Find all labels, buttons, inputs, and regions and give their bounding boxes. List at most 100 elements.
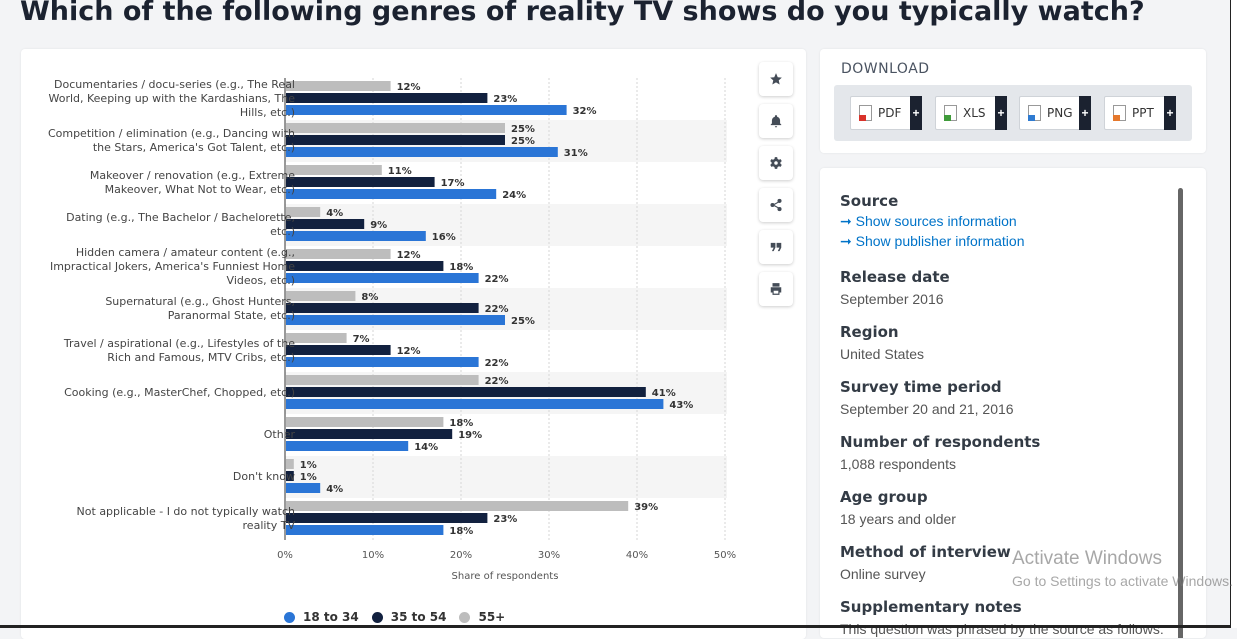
category-label: Other xyxy=(263,428,295,441)
activate-windows-watermark: Activate Windows Go to Settings to activ… xyxy=(1012,548,1233,589)
download-ppt-button[interactable]: PPT + xyxy=(1104,96,1176,130)
bar xyxy=(286,315,505,325)
bar-value-label: 8% xyxy=(361,292,378,303)
x-axis-title: Share of respondents xyxy=(452,571,559,582)
print-button[interactable] xyxy=(759,272,793,306)
category-label: Competition / elimination (e.g., Dancing… xyxy=(47,127,295,154)
age-group-value: 18 years and older xyxy=(840,511,956,527)
release-date-value: September 2016 xyxy=(840,291,944,307)
bar xyxy=(286,147,558,157)
source-section: Source ➞ Show sources information ➞ Show… xyxy=(840,192,1025,250)
survey-period-value: September 20 and 21, 2016 xyxy=(840,401,1014,417)
bar xyxy=(286,207,321,217)
download-card: DOWNLOAD PDF + XLS + PNG + PPT + xyxy=(820,49,1206,153)
category-label: Dating (e.g., The Bachelor / Bachelorett… xyxy=(66,211,295,238)
category-label: Cooking (e.g., MasterChef, Chopped, etc.… xyxy=(64,386,295,399)
bar-value-label: 23% xyxy=(493,94,517,105)
bar-value-label: 18% xyxy=(449,262,473,273)
plus-icon: + xyxy=(995,96,1007,130)
category-label: Not applicable - I do not typically watc… xyxy=(76,505,295,532)
page-title: Which of the following genres of reality… xyxy=(20,0,1145,27)
bar xyxy=(286,291,356,301)
bar-value-label: 16% xyxy=(432,232,456,243)
show-publisher-link[interactable]: ➞ Show publisher information xyxy=(840,233,1025,249)
x-tick-label: 0% xyxy=(277,550,293,561)
download-label: PPT xyxy=(1132,106,1154,120)
cite-button[interactable] xyxy=(759,230,793,264)
bar-value-label: 32% xyxy=(573,106,597,117)
info-scrollbar[interactable] xyxy=(1178,188,1183,638)
bar-value-label: 22% xyxy=(485,304,509,315)
download-buttons: PDF + XLS + PNG + PPT + xyxy=(834,85,1192,141)
x-tick-label: 50% xyxy=(714,550,736,561)
favorite-button[interactable] xyxy=(759,62,793,96)
bar-value-label: 31% xyxy=(564,148,588,159)
notes-value: This question was phrased by the source … xyxy=(840,621,1164,637)
settings-button[interactable] xyxy=(759,146,793,180)
download-png-button[interactable]: PNG + xyxy=(1019,96,1091,130)
plus-icon: + xyxy=(1079,96,1091,130)
respondents-label: Number of respondents xyxy=(840,433,1041,451)
region-value: United States xyxy=(840,346,925,362)
notes-label: Supplementary notes xyxy=(840,598,1022,616)
pdf-file-icon xyxy=(859,105,872,121)
respondents-section: Number of respondents 1,088 respondents xyxy=(840,433,1040,472)
method-value: Online survey xyxy=(840,566,926,582)
bar-value-label: 24% xyxy=(502,190,526,201)
notes-section: Supplementary notes This question was ph… xyxy=(840,598,1164,637)
region-section: Region United States xyxy=(840,323,924,362)
bar xyxy=(286,501,629,511)
legend-dot-18-34 xyxy=(284,611,295,623)
bar-value-label: 9% xyxy=(370,220,387,231)
category-label: Supernatural (e.g., Ghost Hunters, Paran… xyxy=(105,295,295,322)
category-label: Makeover / renovation (e.g., Extreme Mak… xyxy=(89,169,295,196)
bar xyxy=(286,525,444,535)
bar-value-label: 11% xyxy=(388,166,412,177)
bar-value-label: 7% xyxy=(353,334,370,345)
bar-value-label: 43% xyxy=(669,400,693,411)
x-tick-label: 30% xyxy=(538,550,560,561)
png-file-icon xyxy=(1028,105,1041,121)
bar xyxy=(286,303,479,313)
legend-item-35-54[interactable]: 35 to 54 xyxy=(371,610,447,624)
chart-card: 0% 10% 20% 30% 40% 50% Share of respondents 12%… xyxy=(21,49,806,639)
legend-item-55-plus[interactable]: 55+ xyxy=(459,610,505,624)
show-sources-link[interactable]: ➞ Show sources information xyxy=(840,213,1017,229)
share-button[interactable] xyxy=(759,188,793,222)
x-tick-label: 20% xyxy=(450,550,472,561)
watermark-title: Activate Windows xyxy=(1012,548,1162,569)
category-label: Documentaries / docu-series (e.g., The R… xyxy=(48,78,295,119)
bar-value-label: 12% xyxy=(397,82,421,93)
xls-file-icon xyxy=(944,105,957,121)
bar xyxy=(286,123,505,133)
legend-item-18-34[interactable]: 18 to 34 xyxy=(284,610,359,624)
bar xyxy=(286,273,479,283)
bar xyxy=(286,441,409,451)
watermark-subtitle: Go to Settings to activate Windows. xyxy=(1012,573,1233,589)
download-pdf-button[interactable]: PDF + xyxy=(850,96,922,130)
download-xls-button[interactable]: XLS + xyxy=(935,96,1007,130)
bar xyxy=(286,81,391,91)
printer-icon xyxy=(770,283,782,295)
chart-legend: 18 to 34 35 to 54 55+ xyxy=(284,610,518,624)
bar-value-label: 1% xyxy=(300,460,317,471)
method-label: Method of interview xyxy=(840,543,1011,561)
bar xyxy=(286,417,444,427)
bar xyxy=(286,429,453,439)
bar xyxy=(286,177,435,187)
bar-value-label: 4% xyxy=(326,484,343,495)
notification-button[interactable] xyxy=(759,104,793,138)
taskbar-edge xyxy=(0,625,1230,628)
bar-value-label: 23% xyxy=(493,514,517,525)
release-date-label: Release date xyxy=(840,268,950,286)
bar xyxy=(286,357,479,367)
region-label: Region xyxy=(840,323,899,341)
share-icon xyxy=(770,198,782,212)
bar-value-label: 18% xyxy=(449,418,473,429)
bar-value-label: 1% xyxy=(300,472,317,483)
category-label: Don't know xyxy=(232,470,295,483)
legend-dot-55-plus xyxy=(459,611,471,623)
respondents-value: 1,088 respondents xyxy=(840,456,956,472)
legend-label: 35 to 54 xyxy=(390,610,447,624)
bar xyxy=(286,333,347,343)
